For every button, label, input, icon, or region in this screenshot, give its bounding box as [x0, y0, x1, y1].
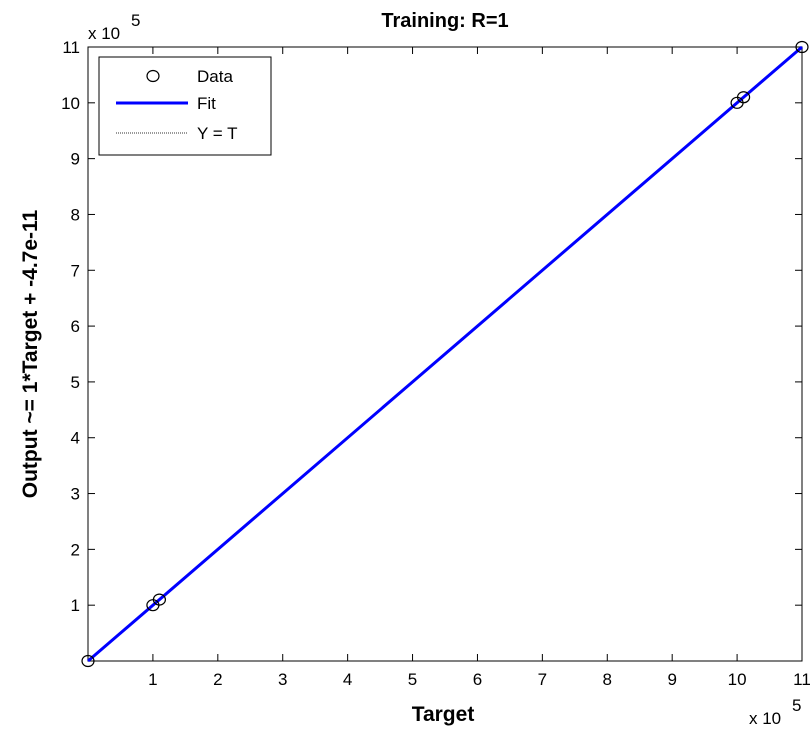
x-tick-label: 10	[728, 670, 747, 689]
legend-label-data: Data	[197, 67, 233, 86]
x-multiplier-label: x 10	[749, 709, 781, 728]
x-tick-label: 8	[603, 670, 612, 689]
x-tick-label: 5	[408, 670, 417, 689]
y-tick-label: 7	[71, 261, 80, 280]
y-tick-label: 4	[71, 429, 80, 448]
y-tick-label: 10	[61, 94, 80, 113]
x-axis-label: Target	[412, 703, 475, 726]
y-tick-label: 3	[71, 485, 80, 504]
x-tick-label: 4	[343, 670, 352, 689]
legend: Data Fit Y = T	[98, 56, 272, 156]
x-tick-label: 3	[278, 670, 287, 689]
x-tick-label: 7	[538, 670, 547, 689]
data-point	[736, 91, 751, 104]
y-tick-label: 5	[71, 373, 80, 392]
fit-line	[87, 45, 803, 663]
y-tick-label: 11	[62, 38, 80, 57]
y-tick-label: 6	[71, 317, 80, 336]
x-tick-label: 11	[793, 670, 810, 689]
x-tick-label: 6	[473, 670, 482, 689]
y-tick-label: 8	[71, 205, 80, 224]
y-tick-labels: 1 2 3 4 5 6 7 8 9 10 11	[61, 38, 80, 615]
legend-label-fit: Fit	[197, 94, 216, 113]
y-multiplier-label: x 10	[88, 24, 120, 43]
chart-title: Training: R=1	[381, 10, 508, 32]
data-point	[152, 593, 166, 606]
x-tick-label: 2	[213, 670, 222, 689]
y-multiplier-exponent: 5	[131, 11, 140, 30]
x-multiplier: x 10 5	[749, 696, 801, 728]
data-point	[81, 654, 95, 668]
legend-entry-yt: Y = T	[116, 124, 237, 143]
legend-data-marker	[146, 69, 160, 83]
ticks	[88, 46, 803, 661]
legend-box	[98, 56, 272, 156]
data-point	[795, 40, 809, 54]
y-axis-label: Output ~= 1*Target + -4.7e-11	[19, 209, 42, 498]
y-tick-label: 1	[71, 596, 80, 615]
x-tick-label: 1	[148, 670, 157, 689]
y-multiplier: x 10 5	[88, 11, 140, 43]
y-tick-label: 2	[71, 540, 80, 559]
legend-entry-fit: Fit	[116, 94, 216, 113]
legend-entry-data: Data	[146, 67, 233, 86]
y-tick-label: 9	[71, 150, 80, 169]
series-layer	[81, 40, 809, 668]
x-tick-label: 9	[667, 670, 676, 689]
legend-label-yt: Y = T	[197, 124, 237, 143]
x-tick-labels: 1 2 3 4 5 6 7 8 9 10 11	[148, 670, 810, 689]
x-multiplier-exponent: 5	[792, 696, 801, 715]
